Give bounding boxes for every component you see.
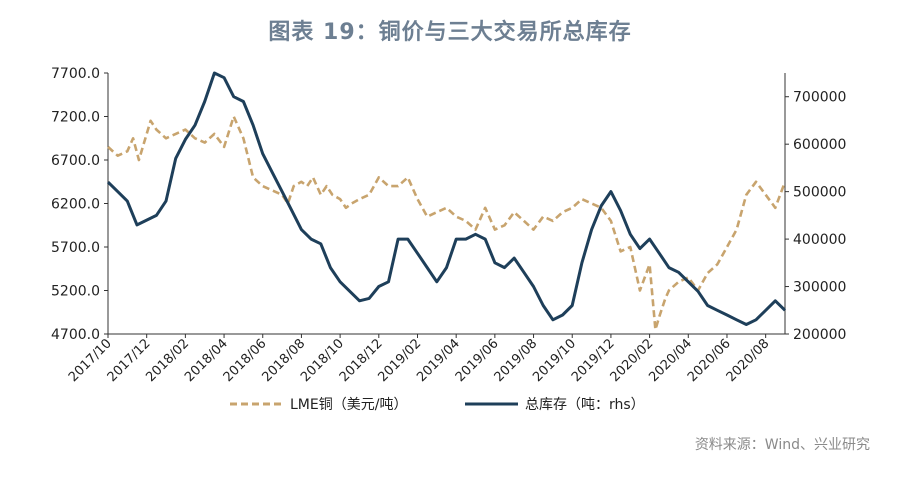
y-right-tick-label: 600000 xyxy=(793,137,846,153)
y-right-tick-label: 300000 xyxy=(793,280,846,296)
series-line-copper xyxy=(107,115,787,331)
source-note: 资料来源：Wind、兴业研究 xyxy=(694,437,870,453)
y-left-tick-label: 7200.0 xyxy=(51,110,100,126)
series-line-inventory xyxy=(106,71,787,326)
y-right-tick-label: 200000 xyxy=(793,327,846,343)
y-right-tick-label: 500000 xyxy=(793,185,846,201)
legend-label-copper: LME铜（美元/吨） xyxy=(290,397,407,413)
legend-label-inventory: 总库存（吨：rhs） xyxy=(525,397,645,413)
y-left-tick-label: 4700.0 xyxy=(51,327,100,343)
y-right-tick-label: 400000 xyxy=(793,232,846,248)
y-left-tick-label: 5700.0 xyxy=(51,240,100,256)
y-left-tick-label: 6200.0 xyxy=(51,197,100,213)
axes xyxy=(104,72,789,338)
y-right-tick-label: 700000 xyxy=(793,90,846,106)
y-left-tick-label: 7700.0 xyxy=(51,66,100,82)
y-left-tick-label: 5200.0 xyxy=(51,284,100,300)
legend: LME铜（美元/吨） 总库存（吨：rhs） xyxy=(230,397,645,413)
series-layer xyxy=(106,71,787,331)
y-left-tick-label: 6700.0 xyxy=(51,153,100,169)
x-tick-label: 2020/08 xyxy=(724,336,773,385)
chart-title: 图表 19：铜价与三大交易所总库存 xyxy=(268,20,632,45)
